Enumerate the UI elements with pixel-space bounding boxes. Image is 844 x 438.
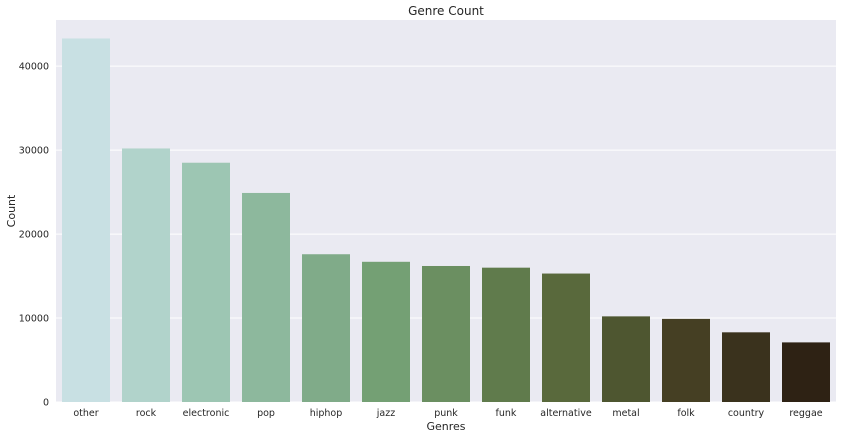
- y-tick-labels: 0 10000 20000 30000 40000: [19, 62, 49, 409]
- x-tick-label-rock: rock: [136, 408, 157, 419]
- x-tick-label-alternative: alternative: [540, 408, 592, 419]
- y-tick-label: 30000: [19, 146, 49, 157]
- x-axis-label: Genres: [426, 420, 465, 433]
- y-tick-label: 40000: [19, 62, 49, 73]
- x-tick-label-hiphop: hiphop: [310, 408, 343, 419]
- y-tick-label: 10000: [19, 314, 49, 325]
- bar-metal: [602, 316, 650, 402]
- chart-title: Genre Count: [408, 4, 484, 18]
- x-tick-labels: other rock electronic pop hiphop jazz punk funk…: [73, 408, 822, 419]
- x-tick-label-electronic: electronic: [183, 408, 230, 419]
- bar-reggae: [782, 342, 830, 402]
- x-tick-label-funk: funk: [496, 408, 517, 419]
- y-tick-label: 0: [43, 398, 49, 409]
- bar-hiphop: [302, 254, 350, 402]
- bar-alternative: [542, 273, 590, 402]
- y-tick-label: 20000: [19, 230, 49, 241]
- x-tick-label-pop: pop: [257, 408, 275, 419]
- bar-folk: [662, 318, 710, 402]
- x-tick-label-folk: folk: [677, 408, 695, 419]
- x-tick-label-jazz: jazz: [376, 408, 395, 419]
- bar-pop: [242, 192, 290, 402]
- x-tick-label-other: other: [73, 408, 98, 419]
- bar-rock: [122, 148, 170, 402]
- bar-punk: [422, 265, 470, 402]
- y-axis-label: Count: [5, 194, 18, 227]
- bars: [62, 38, 830, 402]
- x-tick-label-reggae: reggae: [789, 408, 822, 419]
- x-tick-label-punk: punk: [434, 408, 458, 419]
- bar-other: [62, 38, 110, 402]
- bar-country: [722, 332, 770, 402]
- bar-jazz: [362, 261, 410, 402]
- x-tick-label-metal: metal: [612, 408, 639, 419]
- bar-electronic: [182, 162, 230, 402]
- bar-funk: [482, 267, 530, 402]
- x-tick-label-country: country: [728, 408, 765, 419]
